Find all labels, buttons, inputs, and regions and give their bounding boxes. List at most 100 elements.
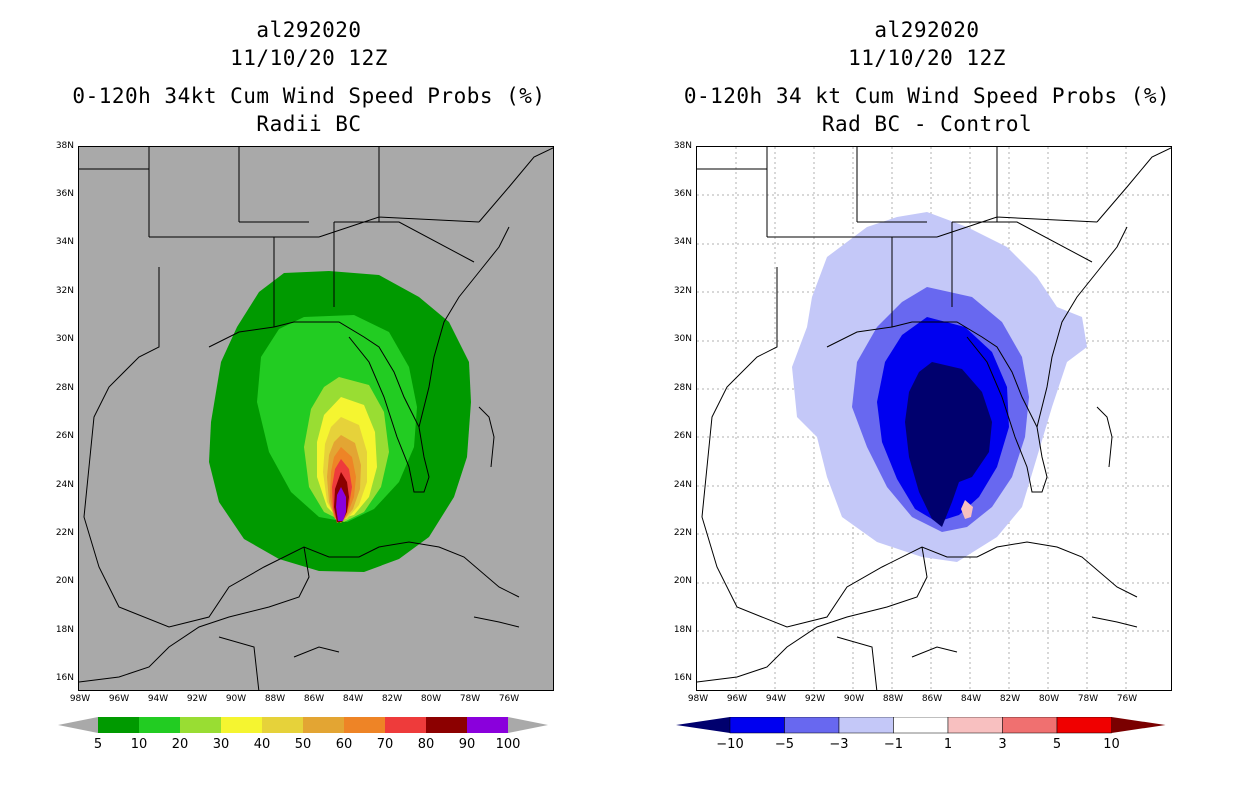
colorbar-label: 5: [1052, 737, 1062, 752]
lat-label: 18N: [55, 625, 74, 635]
right-valid-time: 11/10/20 12Z: [848, 46, 1006, 70]
left-valid-time: 11/10/20 12Z: [230, 46, 388, 70]
colorbar-under-arrow: [676, 717, 730, 733]
lat-label: 34N: [673, 237, 692, 247]
lon-label: 84W: [960, 694, 982, 704]
colorbar-swatch: [893, 717, 949, 734]
colorbar-swatch: [303, 717, 344, 733]
left-subtitle: Radii BC: [256, 112, 362, 136]
colorbar-swatch: [385, 717, 426, 733]
left-map-canvas: [79, 147, 553, 690]
colorbar-label: 50: [294, 737, 312, 752]
lat-label: 30N: [55, 334, 74, 344]
left-panel-title: al292020 11/10/20 12Z 0-120h 34kt Cum Wi…: [0, 16, 618, 138]
colorbar-swatch: [98, 717, 139, 733]
right-product-title: 0-120h 34 kt Cum Wind Speed Probs (%): [683, 84, 1171, 108]
lon-label: 94W: [147, 694, 169, 704]
colorbar-swatch: [180, 717, 221, 733]
colorbar-label: −1: [883, 737, 904, 752]
lat-label: 16N: [55, 673, 74, 683]
colorbar-label: 1: [943, 737, 953, 752]
left-probability-contours: [209, 271, 471, 572]
colorbar-swatch: [262, 717, 303, 733]
left-colorbar: [58, 717, 548, 733]
colorbar-swatch: [729, 717, 785, 734]
lon-label: 90W: [843, 694, 865, 704]
colorbar-swatch: [467, 717, 508, 733]
colorbar-label: 70: [376, 737, 394, 752]
lon-label: 78W: [459, 694, 481, 704]
colorbar-label: 30: [212, 737, 230, 752]
right-map[interactable]: [696, 146, 1172, 691]
left-coastlines: [79, 147, 553, 690]
lat-label: 20N: [55, 576, 74, 586]
colorbar-label: 80: [417, 737, 435, 752]
lat-label: 22N: [673, 528, 692, 538]
lat-label: 18N: [673, 625, 692, 635]
colorbar-label: 10: [1103, 737, 1120, 752]
right-subtitle: Rad BC - Control: [821, 112, 1033, 136]
colorbar-label: 3: [998, 737, 1007, 752]
diff-minus10: [905, 362, 992, 527]
colorbar-swatch: [947, 717, 1003, 734]
lon-label: 90W: [225, 694, 247, 704]
lat-label: 20N: [673, 576, 692, 586]
lat-label: 26N: [55, 431, 74, 441]
colorbar-label: 100: [495, 737, 521, 752]
left-product-title: 0-120h 34kt Cum Wind Speed Probs (%): [72, 84, 546, 108]
lat-label: 32N: [673, 286, 692, 296]
colorbar-over-arrow: [1111, 717, 1166, 733]
colorbar-swatch: [1002, 717, 1058, 734]
lon-label: 96W: [726, 694, 748, 704]
lon-label: 86W: [921, 694, 943, 704]
colorbar-swatch: [344, 717, 385, 733]
lat-label: 16N: [673, 673, 692, 683]
colorbar-label: −10: [716, 737, 744, 752]
colorbar-swatch: [139, 717, 180, 733]
left-storm-id: al292020: [256, 18, 362, 42]
lat-label: 26N: [673, 431, 692, 441]
lon-label: 98W: [69, 694, 91, 704]
right-map-canvas: [697, 147, 1171, 690]
colorbar-swatch: [221, 717, 262, 733]
lon-label: 82W: [381, 694, 403, 704]
lon-label: 92W: [804, 694, 826, 704]
lat-label: 28N: [55, 383, 74, 393]
lon-label: 80W: [1038, 694, 1060, 704]
left-map[interactable]: [78, 146, 554, 691]
lon-label: 92W: [186, 694, 208, 704]
lon-label: 84W: [342, 694, 364, 704]
colorbar-label: 10: [130, 737, 148, 752]
colorbar-over-arrow: [508, 717, 548, 733]
colorbar-swatch: [784, 717, 840, 734]
right-colorbar: [676, 717, 1166, 734]
colorbar-label: −3: [829, 737, 849, 752]
colorbar-label: 20: [171, 737, 189, 752]
colorbar-under-arrow: [58, 717, 98, 733]
lat-label: 30N: [673, 334, 692, 344]
right-storm-id: al292020: [874, 18, 980, 42]
colorbar-label: 5: [93, 737, 103, 752]
colorbar-label: 40: [253, 737, 271, 752]
lat-label: 38N: [55, 141, 74, 151]
lat-label: 34N: [55, 237, 74, 247]
lat-label: 24N: [673, 480, 692, 490]
lat-label: 32N: [55, 286, 74, 296]
lat-label: 36N: [673, 189, 692, 199]
lat-label: 38N: [673, 141, 692, 151]
right-difference-contours: [792, 212, 1087, 562]
colorbar-swatch: [426, 717, 467, 733]
lat-label: 28N: [673, 383, 692, 393]
colorbar-swatch: [838, 717, 894, 734]
lon-label: 78W: [1077, 694, 1099, 704]
colorbar-label: −5: [774, 737, 795, 752]
lat-label: 36N: [55, 189, 74, 199]
colorbar-label: 60: [335, 737, 353, 752]
colorbar-swatch: [1056, 717, 1112, 734]
lon-label: 86W: [303, 694, 325, 704]
lon-label: 80W: [420, 694, 442, 704]
lon-label: 94W: [765, 694, 787, 704]
lat-label: 24N: [55, 480, 74, 490]
contour-90: [336, 487, 346, 521]
lat-label: 22N: [55, 528, 74, 538]
